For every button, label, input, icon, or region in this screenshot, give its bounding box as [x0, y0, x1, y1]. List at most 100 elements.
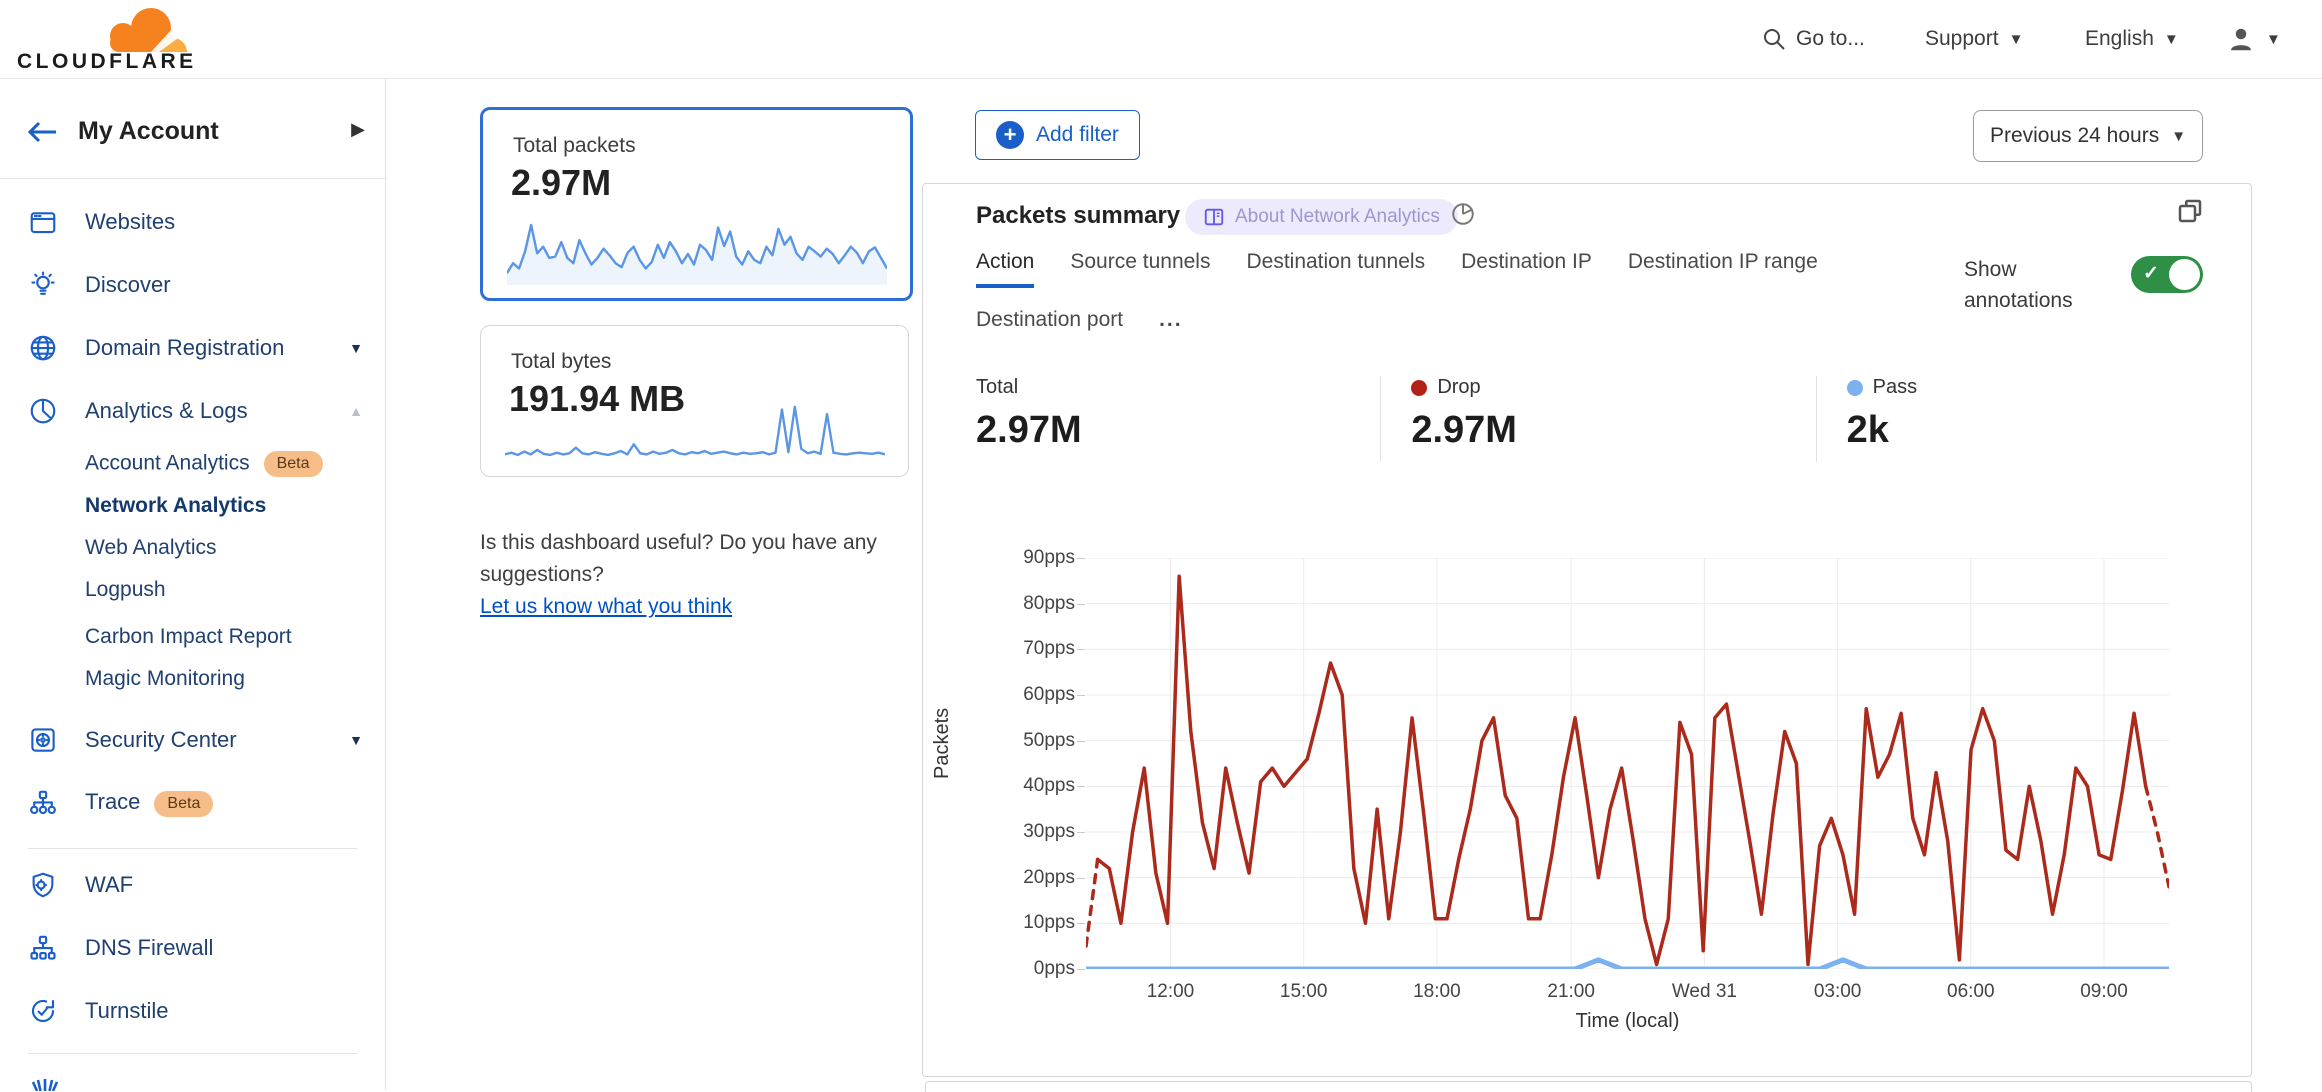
sidebar-item-analytics-logs[interactable]: Analytics & Logs ▲ — [0, 388, 385, 434]
sidebar-item-label: Logpush — [85, 578, 166, 601]
x-tick-label: 03:00 — [1813, 981, 1862, 1002]
total-bytes-card[interactable]: Total bytes 191.94 MB — [480, 325, 909, 477]
y-tick-label: 0pps — [1033, 958, 1075, 979]
legend-dot-pass — [1846, 379, 1863, 396]
sidebar-item-label: Websites — [85, 209, 176, 234]
sidebar-item-label: Domain Registration — [85, 335, 285, 360]
dimension-tabs: Action Source tunnels Destination tunnels D… — [976, 250, 1876, 342]
sidebar-item-label: Account Analytics Beta — [85, 451, 323, 477]
chevron-right-icon[interactable]: ▶ — [351, 119, 365, 139]
stat-value: 2k — [1846, 409, 1889, 451]
account-title: My Account — [78, 117, 219, 145]
total-packets-label: Total packets — [513, 134, 636, 157]
show-annotations-toggle[interactable]: ✓ — [2131, 256, 2203, 293]
user-icon — [2231, 28, 2251, 51]
sidebar-item-label: Magic Monitoring — [85, 667, 245, 690]
y-tick-mark — [1077, 832, 1085, 833]
x-tick-label: 15:00 — [1279, 981, 1328, 1002]
toggle-knob — [2169, 259, 2200, 290]
stat-value: 2.97M — [1411, 409, 1517, 451]
y-tick-mark — [1077, 649, 1085, 651]
total-bytes-value: 191.94 MB — [509, 378, 686, 419]
tab-destination-ip[interactable]: Destination IP — [1461, 250, 1592, 273]
add-filter-button[interactable]: + Add filter — [975, 110, 1140, 160]
tab-destination-ip-range[interactable]: Destination IP range — [1627, 250, 1818, 273]
stat-value: 2.97M — [976, 409, 1082, 451]
dns-icon — [28, 933, 58, 963]
add-filter-label: Add filter — [1036, 123, 1119, 146]
chevron-down-icon: ▼ — [2008, 30, 2024, 48]
x-tick-label: 09:00 — [2080, 981, 2128, 1002]
sidebar: My Account ▶ Websites Discover Domain Regi… — [0, 79, 386, 1091]
sidebar-item-turnstile[interactable]: Turnstile — [0, 988, 385, 1034]
sidebar-item-carbon-impact-report[interactable]: Carbon Impact Report — [0, 614, 385, 660]
y-tick-label: 50pps — [1023, 729, 1075, 751]
sidebar-item-security-center[interactable]: Security Center ▼ — [0, 717, 385, 763]
y-tick-label: 80pps — [1023, 592, 1075, 614]
feedback-link[interactable]: Let us know what you think — [480, 595, 733, 618]
y-tick-mark — [1077, 969, 1085, 970]
pie-chart-icon[interactable] — [1450, 201, 1476, 227]
y-tick-label: 70pps — [1023, 638, 1075, 660]
x-tick-label: 18:00 — [1413, 981, 1461, 1002]
show-annotations-label: Show annotations — [1964, 258, 2073, 312]
waf-icon — [28, 870, 58, 900]
sidebar-item-label: Discover — [85, 272, 171, 297]
sidebar-item-label: Carbon Impact Report — [85, 625, 292, 648]
tab-destination-tunnels[interactable]: Destination tunnels — [1246, 250, 1426, 273]
security-icon — [28, 725, 58, 755]
goto-search[interactable]: Go to... — [1762, 0, 1865, 78]
stat-total: Total 2.97M — [976, 376, 1380, 462]
sidebar-item-account-analytics[interactable]: Account Analytics Beta — [0, 441, 385, 487]
turnstile-icon — [28, 996, 58, 1026]
x-tick-label: 12:00 — [1146, 981, 1195, 1002]
account-menu[interactable]: ▼ — [2226, 0, 2281, 78]
sidebar-item-label: WAF — [85, 872, 134, 897]
tab-more[interactable]: ... — [1159, 308, 1183, 331]
back-arrow-icon[interactable] — [26, 119, 58, 145]
sidebar-item-logpush[interactable]: Logpush — [0, 567, 385, 613]
support-menu[interactable]: Support ▼ — [1925, 0, 2023, 78]
stat-label: Total — [976, 376, 1019, 398]
next-panel-edge — [925, 1081, 2252, 1092]
websites-icon — [28, 207, 58, 237]
y-tick-mark — [1077, 877, 1085, 879]
sidebar-item-web-analytics[interactable]: Web Analytics — [0, 525, 385, 571]
tab-source-tunnels[interactable]: Source tunnels — [1070, 250, 1211, 273]
sidebar-item-label: Trace Beta — [85, 789, 214, 817]
y-tick-mark — [1077, 558, 1085, 559]
tab-destination-port[interactable]: Destination port — [976, 308, 1124, 331]
copy-icon[interactable] — [2175, 196, 2205, 226]
sidebar-item-waf[interactable]: WAF — [0, 862, 385, 908]
sidebar-item-dns-firewall[interactable]: DNS Firewall — [0, 925, 385, 971]
sidebar-item-network-analytics[interactable]: Network Analytics — [0, 483, 385, 529]
cloudflare-cloud-icon — [110, 8, 187, 52]
chevron-down-icon: ▼ — [2163, 30, 2179, 48]
sidebar-item-magic-monitoring[interactable]: Magic Monitoring — [0, 656, 385, 702]
chevron-down-icon: ▼ — [349, 340, 363, 356]
total-bytes-sparkline — [505, 400, 885, 462]
sidebar-divider — [28, 848, 357, 849]
tab-action[interactable]: Action — [976, 250, 1035, 288]
y-tick-label: 60pps — [1023, 684, 1075, 705]
about-network-analytics-badge[interactable]: About Network Analytics — [1185, 199, 1458, 235]
total-packets-value: 2.97M — [511, 162, 612, 203]
sidebar-item-discover[interactable]: Discover — [0, 262, 385, 308]
y-tick-mark — [1077, 740, 1085, 742]
beta-badge: Beta — [263, 451, 323, 477]
sidebar-item-domain-registration[interactable]: Domain Registration ▼ — [0, 325, 385, 371]
time-range-dropdown[interactable]: Previous 24 hours ▼ — [1973, 110, 2203, 162]
cloudflare-logo[interactable] — [95, 6, 191, 54]
y-tick-label: 90pps — [1023, 547, 1075, 568]
support-label: Support — [1925, 27, 1999, 50]
x-tick-label: 21:00 — [1547, 981, 1595, 1002]
total-packets-card[interactable]: Total packets 2.97M — [480, 107, 913, 301]
packets-summary-panel: Packets summary About Network Analytics … — [922, 183, 2252, 1077]
sidebar-item-websites[interactable]: Websites — [0, 199, 385, 245]
total-bytes-label: Total bytes — [511, 350, 612, 373]
sidebar-item-trace[interactable]: Trace Beta — [0, 780, 385, 826]
plus-icon: + — [996, 121, 1024, 149]
sidebar-item-label: Web Analytics — [85, 536, 217, 559]
zero-trust-icon[interactable] — [30, 1075, 60, 1091]
language-menu[interactable]: English ▼ — [2085, 0, 2179, 78]
